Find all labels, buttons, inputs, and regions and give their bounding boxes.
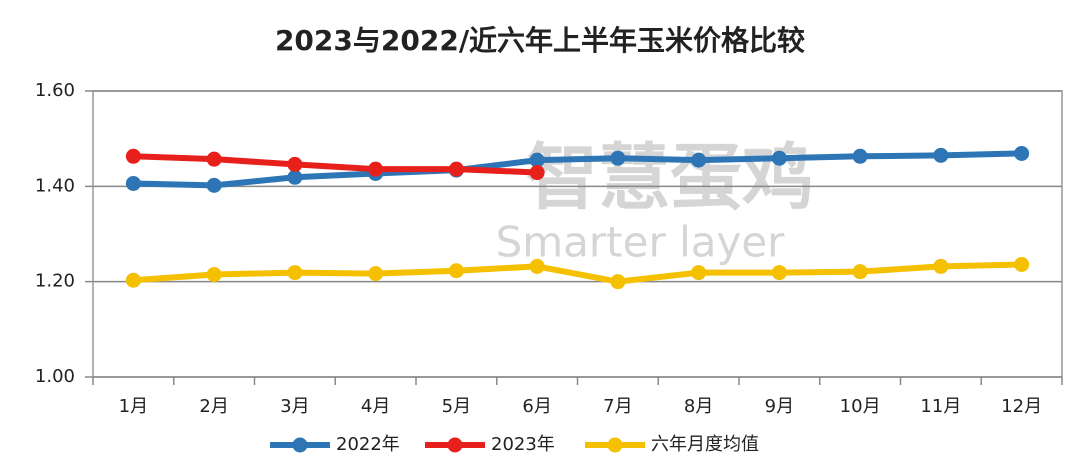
legend-marker bbox=[607, 437, 623, 453]
y-tick-label: 1.00 bbox=[35, 366, 75, 387]
point bbox=[368, 161, 384, 177]
point bbox=[852, 264, 868, 280]
x-tick-label: 6月 bbox=[522, 396, 551, 417]
point bbox=[206, 267, 222, 283]
point bbox=[771, 265, 787, 281]
chart-title: 2023与2022/近六年上半年玉米价格比较 bbox=[275, 24, 805, 57]
series-line bbox=[133, 261, 1022, 285]
point bbox=[287, 169, 303, 185]
point bbox=[287, 265, 303, 281]
point bbox=[1014, 257, 1030, 273]
series-line bbox=[133, 153, 538, 176]
point bbox=[771, 150, 787, 166]
point bbox=[368, 266, 384, 282]
x-tick-label: 5月 bbox=[442, 396, 471, 417]
x-tick-label: 4月 bbox=[361, 396, 390, 417]
x-tick-label: 12月 bbox=[1001, 396, 1042, 417]
y-tick-label: 1.40 bbox=[35, 175, 75, 196]
point bbox=[933, 258, 949, 274]
legend-label: 六年月度均值 bbox=[651, 434, 759, 455]
legend-label: 2023年 bbox=[491, 434, 555, 455]
point bbox=[448, 161, 464, 177]
legend-label: 2022年 bbox=[336, 434, 400, 455]
point bbox=[206, 151, 222, 167]
point bbox=[933, 147, 949, 163]
watermark: 智慧蛋鸡 bbox=[526, 136, 814, 220]
watermark: Smarter layer bbox=[496, 218, 786, 267]
x-tick-label: 7月 bbox=[603, 396, 632, 417]
x-tick-label: 3月 bbox=[280, 396, 309, 417]
y-tick-label: 1.20 bbox=[35, 271, 75, 292]
point bbox=[691, 152, 707, 168]
point bbox=[125, 175, 141, 191]
point bbox=[206, 177, 222, 193]
series-line bbox=[133, 150, 1022, 189]
point bbox=[448, 263, 464, 279]
x-tick-label: 8月 bbox=[684, 396, 713, 417]
y-tick-label: 1.60 bbox=[35, 80, 75, 101]
point bbox=[610, 150, 626, 166]
point bbox=[610, 274, 626, 290]
point bbox=[529, 165, 545, 181]
point bbox=[852, 148, 868, 164]
point bbox=[691, 265, 707, 281]
x-tick-label: 2月 bbox=[199, 396, 228, 417]
x-tick-label: 9月 bbox=[765, 396, 794, 417]
point bbox=[287, 156, 303, 172]
legend-marker bbox=[292, 437, 308, 453]
x-tick-label: 11月 bbox=[920, 396, 961, 417]
point bbox=[125, 148, 141, 164]
legend-marker bbox=[447, 437, 463, 453]
point bbox=[529, 152, 545, 168]
x-tick-label: 10月 bbox=[840, 396, 881, 417]
point bbox=[1014, 145, 1030, 161]
point bbox=[529, 258, 545, 274]
point bbox=[125, 272, 141, 288]
x-tick-label: 1月 bbox=[119, 396, 148, 417]
